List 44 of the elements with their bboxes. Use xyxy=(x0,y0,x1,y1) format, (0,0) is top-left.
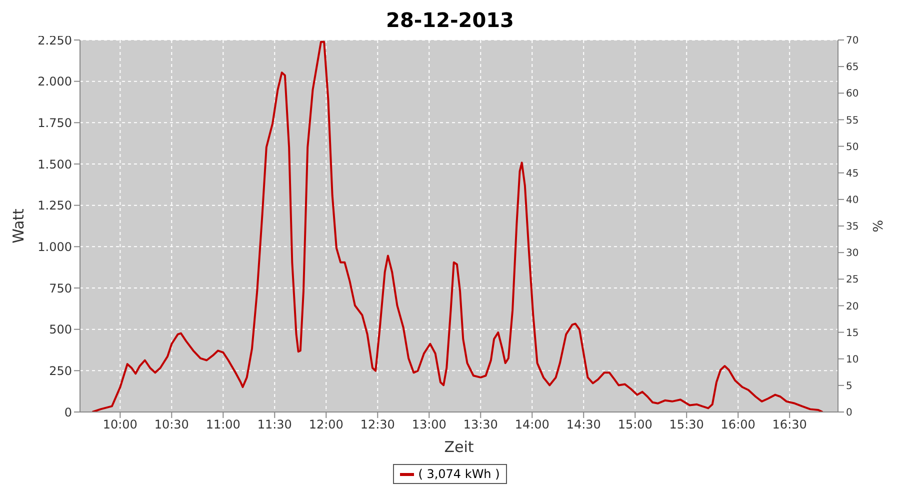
y2-tick-label: 5 xyxy=(846,380,852,392)
x-tick-label: 12:00 xyxy=(308,418,344,432)
y2-tick-label: 10 xyxy=(846,354,859,366)
y2-tick-label: 65 xyxy=(846,62,859,74)
y2-tick-label: 70 xyxy=(846,36,859,47)
y-axis-title: Watt xyxy=(9,208,28,244)
x-tick-label: 16:30 xyxy=(772,418,807,432)
y2-axis-title: % xyxy=(872,220,887,232)
x-axis-title: Zeit xyxy=(444,438,474,456)
y2-tick-label: 20 xyxy=(846,301,859,312)
x-tick-label: 14:00 xyxy=(514,418,550,432)
y2-tick-label: 15 xyxy=(846,328,859,339)
y2-tick-label: 0 xyxy=(846,408,852,419)
y-tick-label: 1.500 xyxy=(38,157,72,172)
x-tick-label: 12:30 xyxy=(360,418,395,432)
y2-tick-label: 60 xyxy=(846,88,859,100)
y2-tick-label: 35 xyxy=(846,222,859,233)
y2-tick-label: 45 xyxy=(846,168,859,180)
y-tick-label: 2.000 xyxy=(38,74,72,89)
x-tick-label: 15:30 xyxy=(669,418,704,432)
y-tick-label: 750 xyxy=(49,281,72,296)
y-tick-label: 1.000 xyxy=(38,240,72,254)
x-tick-label: 11:00 xyxy=(206,418,240,432)
legend-label: ( 3,074 kWh ) xyxy=(418,467,500,481)
x-tick-label: 11:30 xyxy=(257,418,292,432)
y2-tick-label: 50 xyxy=(846,142,859,153)
y-tick-label: 0 xyxy=(64,405,72,420)
y-tick-label: 500 xyxy=(49,322,72,337)
x-tick-label: 10:00 xyxy=(102,418,138,432)
x-tick-label: 15:00 xyxy=(618,418,652,432)
x-tick-label: 10:30 xyxy=(154,418,189,432)
y-tick-label: 1.750 xyxy=(38,116,72,130)
y2-tick-label: 40 xyxy=(846,194,859,206)
x-tick-label: 13:30 xyxy=(463,418,498,432)
x-tick-label: 14:30 xyxy=(566,418,601,432)
x-tick-label: 13:00 xyxy=(412,418,446,432)
y2-tick-label: 25 xyxy=(846,274,859,286)
x-tick-label: 16:00 xyxy=(720,418,756,432)
y2-tick-label: 30 xyxy=(846,248,859,260)
chart-title: 28-12-2013 xyxy=(386,8,514,32)
y-tick-label: 250 xyxy=(49,364,72,378)
y-tick-label: 1.250 xyxy=(38,198,72,213)
line-series xyxy=(91,40,824,412)
y2-tick-label: 55 xyxy=(846,115,859,126)
